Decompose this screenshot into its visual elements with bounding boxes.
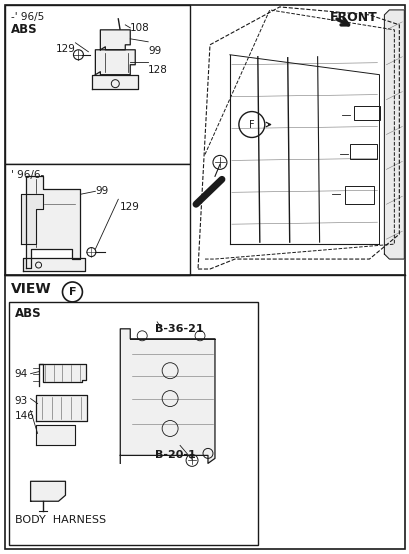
- Bar: [344, 186, 373, 204]
- Text: 129: 129: [55, 44, 75, 54]
- Text: F: F: [69, 287, 76, 297]
- Polygon shape: [38, 364, 86, 386]
- Text: 129: 129: [120, 202, 140, 212]
- Text: ABS: ABS: [11, 23, 37, 36]
- Text: BODY  HARNESS: BODY HARNESS: [15, 515, 106, 525]
- Text: F: F: [248, 120, 254, 130]
- Text: 93: 93: [15, 396, 28, 406]
- Text: 94: 94: [15, 369, 28, 379]
- Bar: [4, 165, 190, 275]
- Bar: [4, 5, 190, 165]
- Text: ' 96/6-: ' 96/6-: [11, 171, 44, 181]
- Text: 108: 108: [130, 23, 150, 33]
- Text: 146: 146: [15, 411, 34, 420]
- Polygon shape: [384, 10, 403, 259]
- Text: 99: 99: [148, 46, 161, 56]
- Bar: [354, 106, 380, 120]
- Polygon shape: [20, 194, 43, 244]
- Polygon shape: [31, 481, 65, 501]
- Text: -' 96/5: -' 96/5: [11, 12, 44, 22]
- Polygon shape: [95, 50, 135, 75]
- Polygon shape: [120, 329, 214, 463]
- Text: VIEW: VIEW: [11, 282, 51, 296]
- Polygon shape: [100, 30, 130, 50]
- Text: 128: 128: [148, 65, 168, 75]
- Bar: [9, 302, 257, 545]
- Text: B-20-1: B-20-1: [155, 450, 196, 460]
- Polygon shape: [92, 75, 138, 89]
- Bar: [348, 145, 377, 160]
- Text: FRONT: FRONT: [329, 11, 376, 24]
- Text: 99: 99: [95, 186, 108, 196]
- Polygon shape: [22, 258, 85, 271]
- Text: B-36-21: B-36-21: [155, 324, 203, 334]
- Text: ABS: ABS: [15, 307, 41, 320]
- Polygon shape: [36, 425, 75, 445]
- Polygon shape: [36, 394, 87, 420]
- Polygon shape: [25, 176, 80, 268]
